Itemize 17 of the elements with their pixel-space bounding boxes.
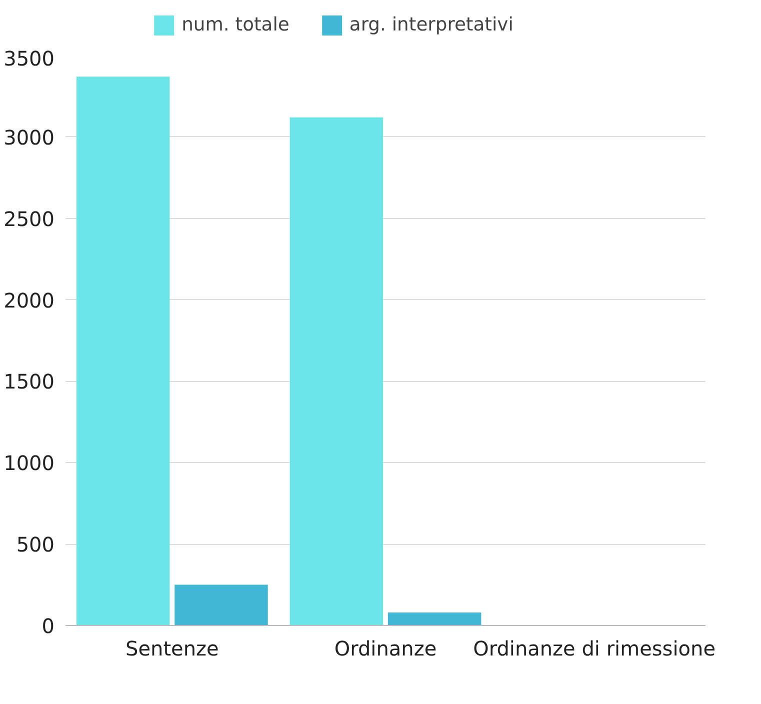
y-tick-label: 3000	[4, 125, 55, 150]
y-tick-label: 500	[16, 532, 55, 557]
y-tick-label: 2500	[4, 206, 55, 231]
y-tick-label: 0	[42, 614, 55, 638]
bar	[76, 76, 170, 626]
bar	[388, 612, 482, 626]
y-tick-label: 1000	[4, 451, 55, 476]
y-tick-label: 2000	[4, 288, 55, 312]
legend-label: num. totale	[182, 14, 290, 36]
x-tick-label: Ordinanze	[334, 636, 437, 660]
y-tick-label: 3500	[4, 46, 55, 70]
bar	[174, 584, 268, 626]
bar	[290, 117, 384, 626]
x-tick-label: Sentenze	[126, 636, 219, 660]
legend-label: arg. interpretativi	[349, 14, 514, 36]
y-tick-label: 1500	[4, 370, 55, 394]
x-tick-label: Ordinanze di rimessione	[473, 636, 716, 660]
